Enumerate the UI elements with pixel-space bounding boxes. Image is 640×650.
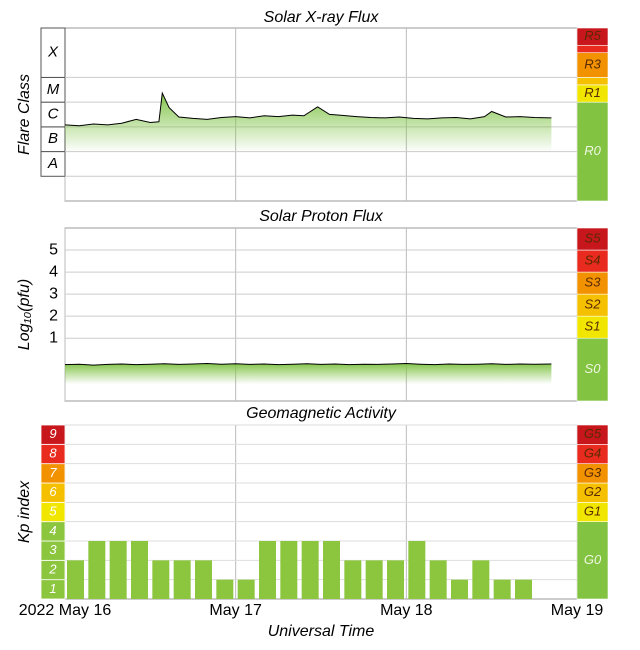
scale-band-label: G3 bbox=[584, 465, 602, 480]
y-tick-label: 5 bbox=[49, 241, 58, 258]
kp-bar bbox=[408, 541, 426, 599]
kp-level-label: 5 bbox=[49, 503, 57, 518]
kp-bar bbox=[173, 560, 191, 599]
scale-band-label: G0 bbox=[584, 552, 602, 567]
scale-band bbox=[576, 52, 609, 78]
kp-bar bbox=[131, 541, 148, 599]
kp-level-label: 7 bbox=[49, 465, 57, 480]
kp-bar bbox=[280, 541, 298, 599]
scale-band-label: G4 bbox=[584, 445, 601, 460]
kp-bar bbox=[365, 560, 383, 599]
scale-band-label: S3 bbox=[585, 275, 602, 290]
kp-bar bbox=[259, 541, 276, 599]
scale-band-label: R1 bbox=[584, 85, 601, 100]
class-band bbox=[40, 101, 66, 128]
panel-title: Geomagnetic Activity bbox=[246, 405, 397, 422]
kp-bar bbox=[301, 541, 319, 599]
x-axis-title: Universal Time bbox=[268, 623, 375, 640]
scale-band-label: R5 bbox=[584, 28, 601, 43]
kp-bar bbox=[451, 579, 468, 599]
kp-level-label: 8 bbox=[49, 445, 57, 460]
scale-band bbox=[576, 77, 609, 86]
scale-band bbox=[576, 101, 609, 202]
y-axis-title: Log₁₀(pfu) bbox=[16, 279, 33, 350]
y-tick-label: 3 bbox=[49, 285, 58, 302]
y-axis-title: Kp index bbox=[16, 480, 33, 543]
class-label: C bbox=[48, 105, 59, 122]
class-label: M bbox=[47, 81, 60, 98]
kp-bar bbox=[67, 560, 84, 599]
flux-line bbox=[64, 362, 552, 366]
y-tick-label: 4 bbox=[49, 263, 58, 280]
y-axis-title: Flare Class bbox=[16, 74, 33, 155]
x-tick-label: May 18 bbox=[380, 602, 433, 619]
class-label: X bbox=[47, 44, 59, 61]
scale-band bbox=[576, 337, 609, 402]
flux-area bbox=[65, 363, 552, 401]
kp-bar bbox=[237, 579, 255, 599]
panel-title: Solar Proton Flux bbox=[259, 208, 384, 225]
kp-bar bbox=[88, 541, 106, 599]
flux-area bbox=[65, 93, 552, 201]
scale-band-label: S5 bbox=[585, 230, 602, 245]
kp-bar bbox=[515, 579, 532, 599]
kp-bar bbox=[152, 560, 170, 599]
kp-bar bbox=[472, 560, 490, 599]
scale-band-label: R3 bbox=[584, 57, 601, 72]
panel-title: Solar X-ray Flux bbox=[264, 9, 380, 26]
x-tick-label: May 19 bbox=[551, 602, 604, 619]
y-tick-label: 1 bbox=[49, 329, 58, 346]
scale-band-label: S0 bbox=[585, 361, 602, 376]
kp-level-label: 6 bbox=[49, 484, 57, 499]
kp-level-label: 9 bbox=[49, 426, 56, 441]
plot-area bbox=[64, 424, 578, 600]
scale-band-label: S2 bbox=[585, 297, 602, 312]
class-label: A bbox=[47, 155, 58, 172]
scale-band-label: G1 bbox=[584, 503, 601, 518]
kp-bar bbox=[429, 560, 447, 599]
scale-band-label: S1 bbox=[585, 319, 601, 334]
kp-bar bbox=[216, 579, 234, 599]
y-tick-label: 2 bbox=[49, 307, 58, 324]
class-band bbox=[40, 151, 66, 177]
scale-band-label: R0 bbox=[584, 143, 601, 158]
class-band bbox=[40, 27, 66, 78]
scale-band bbox=[576, 424, 609, 445]
scale-band bbox=[576, 227, 609, 251]
kp-level-label: 3 bbox=[49, 542, 57, 557]
x-tick-label: 2022 May 16 bbox=[19, 602, 112, 619]
kp-level-label: 2 bbox=[48, 561, 57, 576]
class-label: B bbox=[48, 130, 58, 147]
kp-level bbox=[40, 424, 66, 445]
flux-line bbox=[64, 91, 552, 127]
kp-bar bbox=[387, 560, 404, 599]
scale-band-label: S4 bbox=[585, 252, 601, 267]
kp-bar bbox=[109, 541, 127, 599]
kp-level-label: 1 bbox=[49, 581, 56, 596]
kp-level-label: 4 bbox=[49, 523, 56, 538]
scale-band-label: G5 bbox=[584, 426, 602, 441]
kp-bar bbox=[195, 560, 212, 599]
kp-bar bbox=[344, 560, 362, 599]
scale-band bbox=[576, 27, 609, 46]
kp-bar bbox=[493, 579, 511, 599]
scale-band bbox=[576, 44, 609, 54]
kp-bar bbox=[323, 541, 340, 599]
x-tick-label: May 17 bbox=[209, 602, 262, 619]
scale-band-label: G2 bbox=[584, 484, 602, 499]
